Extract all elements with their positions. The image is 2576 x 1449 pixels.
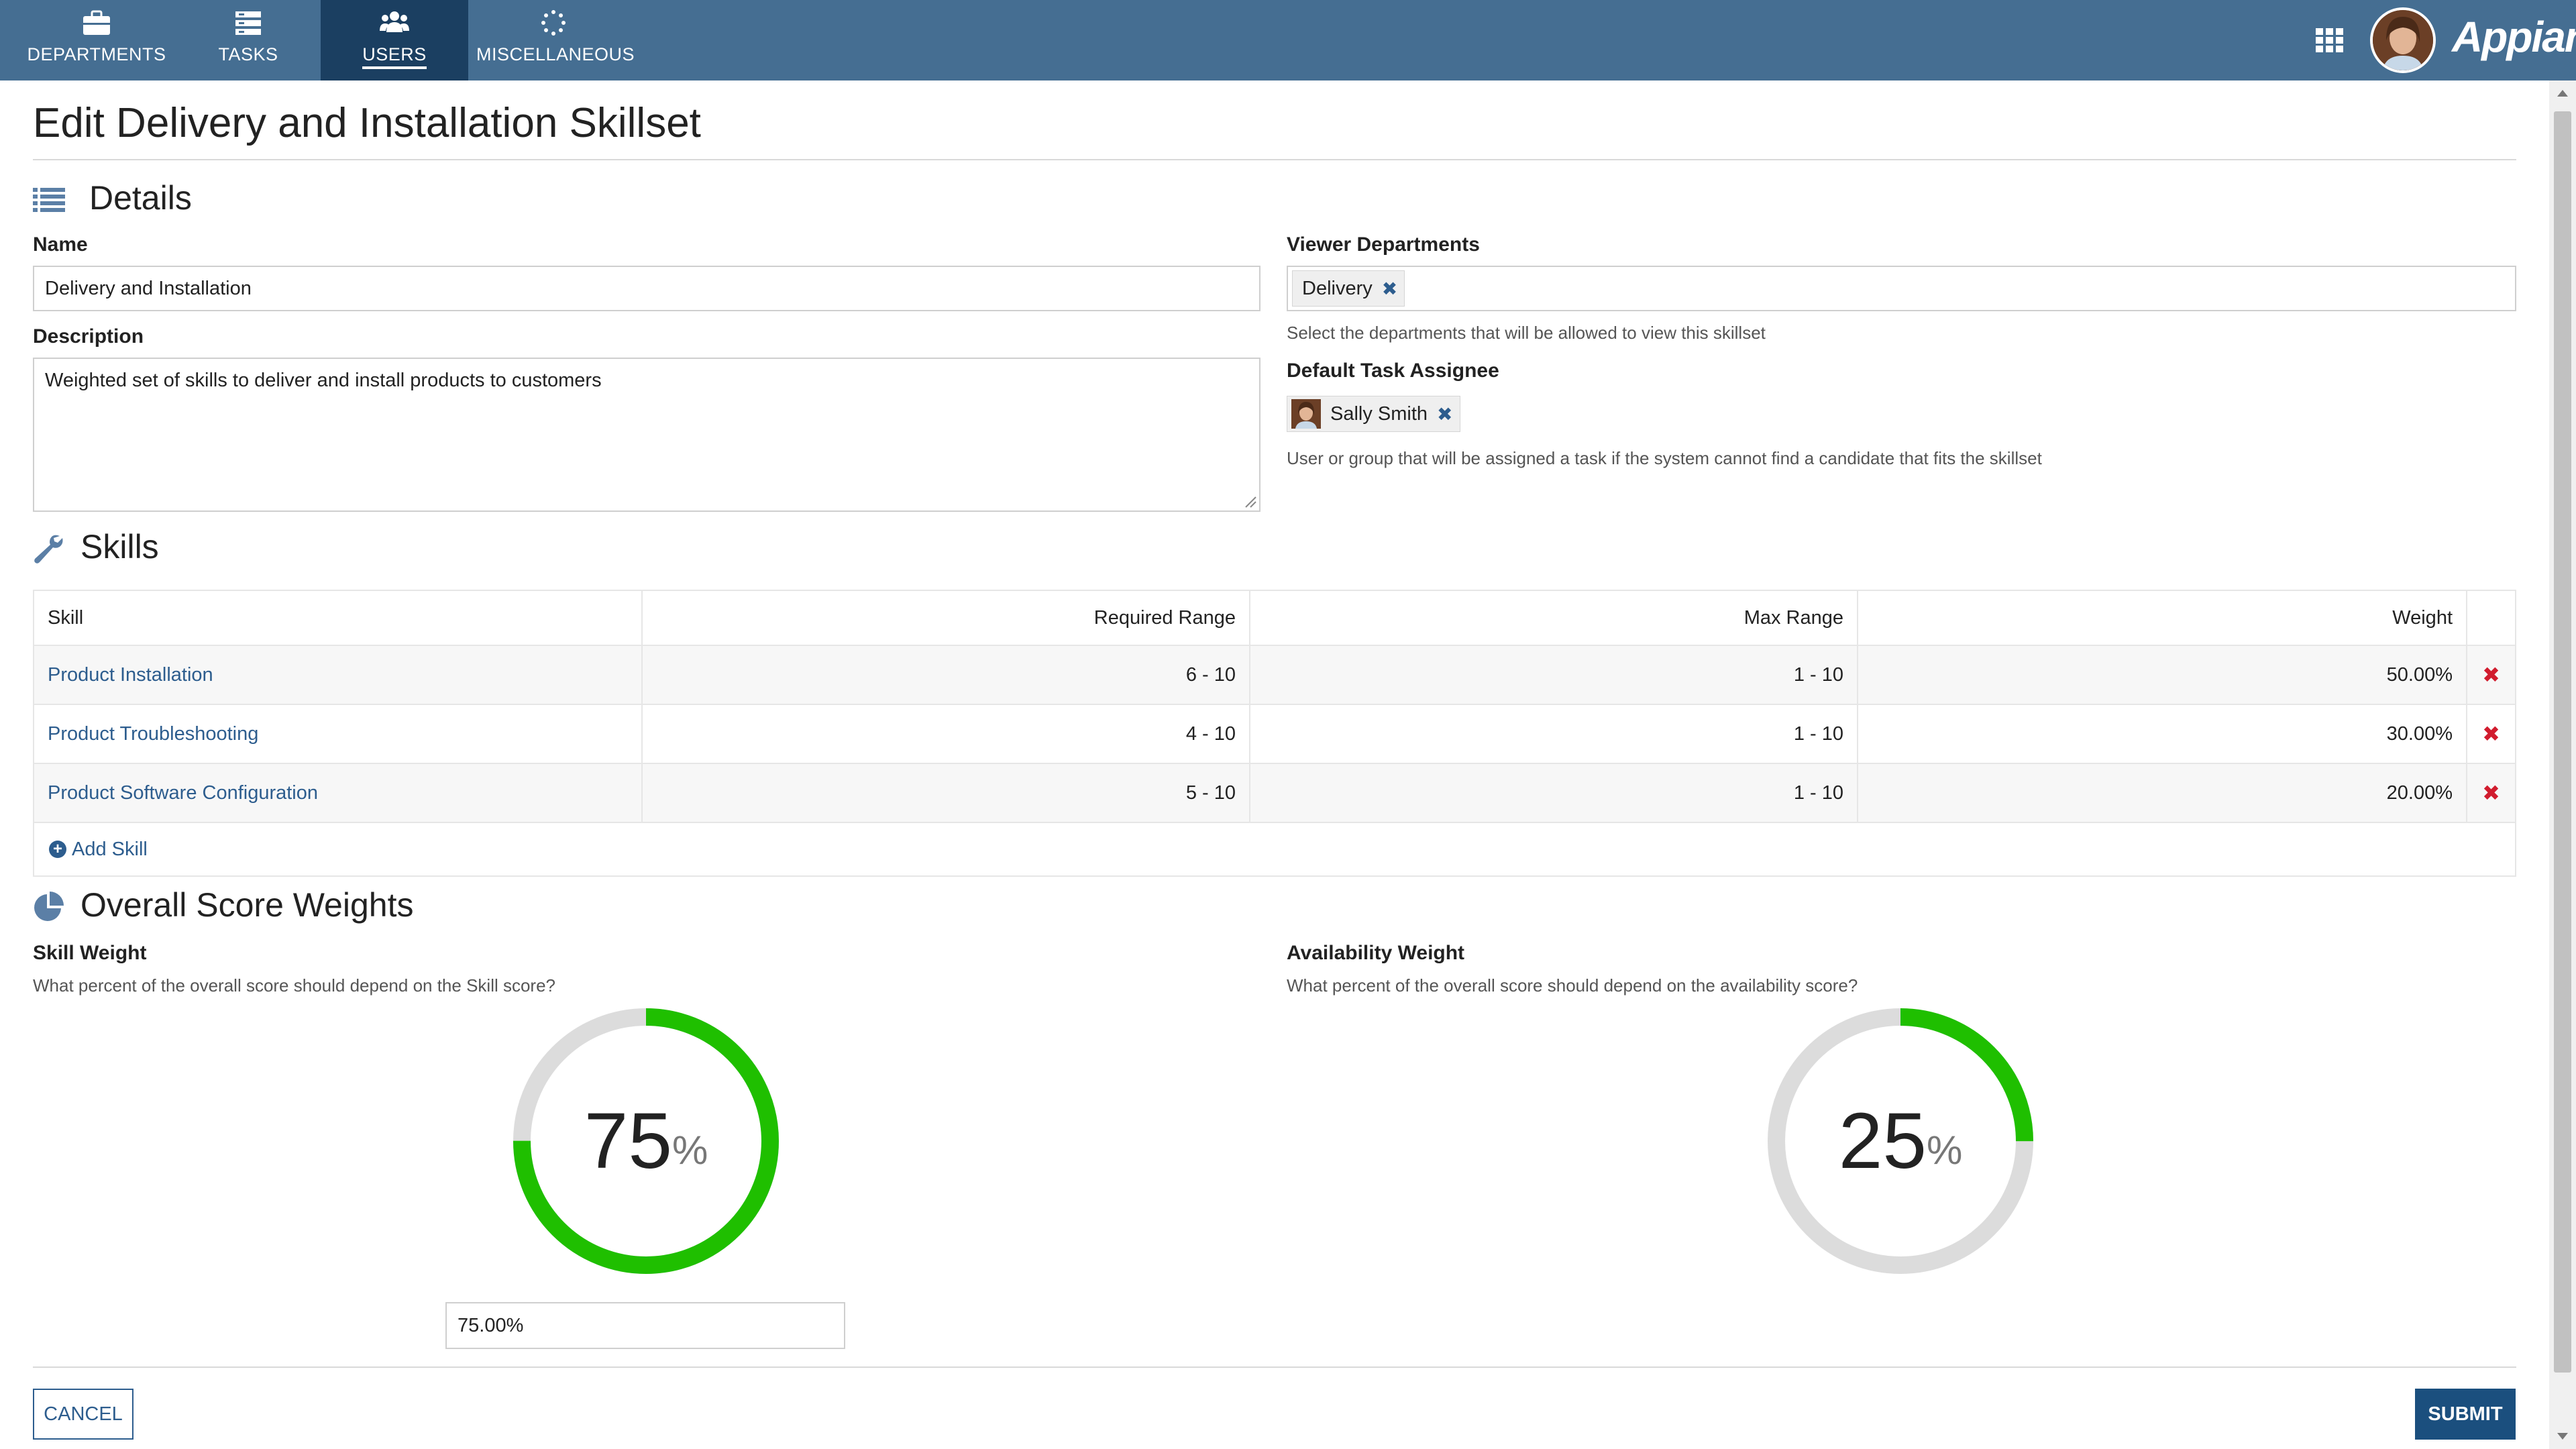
users-icon: [380, 11, 409, 32]
briefcase-icon: [83, 10, 110, 35]
description-label: Description: [33, 325, 144, 347]
availability-weight-gauge: 25%: [1763, 1004, 2038, 1279]
assignee-avatar: [1291, 399, 1321, 429]
spinner-icon: [541, 10, 566, 36]
tasks-icon: [235, 11, 261, 35]
wrench-icon: [34, 535, 63, 564]
tab-miscellaneous[interactable]: MISCELLANEOUS: [476, 0, 635, 80]
cancel-button[interactable]: CANCEL: [33, 1389, 133, 1440]
app-grid-icon[interactable]: [2314, 27, 2345, 54]
column-header-max-range[interactable]: Max Range: [1250, 591, 1858, 645]
add-skill-link[interactable]: + Add Skill: [34, 823, 2515, 875]
tab-label: TASKS: [218, 44, 278, 64]
scroll-down-arrow-icon[interactable]: [2557, 1433, 2568, 1440]
skill-weight-input[interactable]: 75.00%: [445, 1302, 845, 1349]
tab-tasks[interactable]: TASKS: [201, 0, 295, 80]
tab-label: DEPARTMENTS: [27, 44, 166, 64]
tab-users[interactable]: USERS: [321, 0, 468, 80]
required-range-cell: 6 - 10: [643, 646, 1250, 704]
max-range-cell: 1 - 10: [1250, 646, 1858, 704]
page-title: Edit Delivery and Installation Skillset: [33, 100, 701, 146]
gauge-percent-sign: %: [1926, 1127, 1963, 1173]
gauge-percent-sign: %: [672, 1127, 708, 1173]
gauge-value: 25: [1838, 1097, 1927, 1185]
table-header-row: Skill Required Range Max Range Weight: [34, 591, 2515, 646]
column-header-weight[interactable]: Weight: [1858, 591, 2467, 645]
skill-link[interactable]: Product Installation: [48, 663, 213, 686]
list-icon: [33, 188, 65, 212]
add-skill-label: Add Skill: [72, 838, 148, 860]
scroll-thumb[interactable]: [2554, 111, 2571, 1373]
add-circle-icon: +: [49, 841, 66, 858]
vertical-scrollbar[interactable]: [2549, 80, 2576, 1449]
user-avatar[interactable]: [2370, 7, 2436, 73]
title-divider: [33, 159, 2516, 160]
tag-label: Delivery: [1302, 277, 1373, 299]
description-textarea[interactable]: Weighted set of skills to deliver and in…: [33, 358, 1260, 512]
tab-label: USERS: [362, 44, 427, 69]
gauge-fill: [513, 1008, 779, 1274]
name-label: Name: [33, 233, 88, 256]
tag-label: Sally Smith: [1330, 402, 1428, 425]
skills-section-title: Skills: [80, 528, 159, 566]
submit-button[interactable]: SUBMIT: [2415, 1389, 2516, 1440]
max-range-cell: 1 - 10: [1250, 764, 1858, 822]
skill-link[interactable]: Product Troubleshooting: [48, 722, 259, 745]
delete-skill-icon[interactable]: ✖: [2482, 781, 2500, 805]
column-header-skill[interactable]: Skill: [34, 591, 643, 645]
assignee-tag: Sally Smith ✖: [1287, 396, 1460, 432]
remove-tag-icon[interactable]: ✖: [1437, 403, 1453, 425]
required-range-cell: 4 - 10: [643, 705, 1250, 763]
remove-tag-icon[interactable]: ✖: [1381, 278, 1398, 299]
default-assignee-label: Default Task Assignee: [1287, 360, 1499, 382]
table-row: Product Troubleshooting 4 - 10 1 - 10 30…: [34, 705, 2515, 764]
default-assignee-help: User or group that will be assigned a ta…: [1287, 448, 2042, 468]
skill-link[interactable]: Product Software Configuration: [48, 782, 318, 804]
skill-weight-value: 75.00%: [458, 1314, 524, 1336]
footer-divider: [33, 1366, 2516, 1368]
tab-label: MISCELLANEOUS: [476, 44, 635, 64]
gauge-fill: [1768, 1008, 2033, 1274]
name-input[interactable]: Delivery and Installation: [33, 266, 1260, 311]
viewer-department-tag: Delivery ✖: [1292, 270, 1405, 307]
appian-logo: Appian: [2452, 13, 2576, 61]
delete-skill-icon[interactable]: ✖: [2482, 722, 2500, 746]
gauge-value: 75: [584, 1097, 672, 1185]
skill-weight-help: What percent of the overall score should…: [33, 975, 556, 996]
weights-section-title: Overall Score Weights: [80, 886, 414, 924]
pie-chart-icon: [34, 892, 64, 921]
weight-cell: 50.00%: [1858, 646, 2467, 704]
tab-departments[interactable]: DEPARTMENTS: [20, 0, 173, 80]
weight-cell: 20.00%: [1858, 764, 2467, 822]
table-row: Product Installation 6 - 10 1 - 10 50.00…: [34, 646, 2515, 705]
resize-grip-icon[interactable]: [1244, 496, 1256, 508]
name-value: Delivery and Installation: [45, 277, 252, 299]
top-nav-bar: DEPARTMENTS TASKS USERS: [0, 0, 2576, 80]
column-header-required-range[interactable]: Required Range: [643, 591, 1250, 645]
details-section-title: Details: [89, 179, 192, 217]
viewer-departments-picker[interactable]: [1287, 266, 2516, 311]
viewer-departments-help: Select the departments that will be allo…: [1287, 323, 1766, 343]
availability-weight-help: What percent of the overall score should…: [1287, 975, 1858, 996]
weight-cell: 30.00%: [1858, 705, 2467, 763]
availability-weight-label: Availability Weight: [1287, 942, 1465, 964]
skill-weight-gauge: 75%: [508, 1004, 784, 1279]
delete-skill-icon[interactable]: ✖: [2482, 663, 2500, 687]
description-value: Weighted set of skills to deliver and in…: [45, 370, 602, 391]
viewer-departments-label: Viewer Departments: [1287, 233, 1480, 256]
skills-table: Skill Required Range Max Range Weight Pr…: [33, 590, 2516, 877]
required-range-cell: 5 - 10: [643, 764, 1250, 822]
column-header-actions: [2467, 591, 2515, 645]
skill-weight-label: Skill Weight: [33, 942, 147, 964]
scroll-up-arrow-icon[interactable]: [2557, 90, 2568, 97]
max-range-cell: 1 - 10: [1250, 705, 1858, 763]
table-row: Product Software Configuration 5 - 10 1 …: [34, 764, 2515, 823]
